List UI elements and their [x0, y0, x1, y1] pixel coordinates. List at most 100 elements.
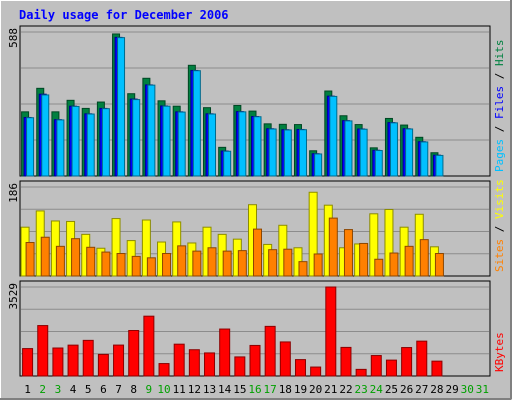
bar-sites-day-14 — [222, 250, 232, 277]
x-tick-label-day-20: 20 — [309, 383, 322, 396]
bar-kbytes-day-23 — [355, 368, 367, 377]
legend-entry-pages: Pages — [493, 139, 506, 172]
bar-kbytes-day-5 — [82, 339, 94, 377]
x-tick-label-day-2: 2 — [39, 383, 46, 396]
bar-sites-day-17 — [268, 249, 278, 277]
legend-entry-kbytes: KBytes — [493, 332, 506, 372]
bar-pages-day-12 — [192, 70, 201, 177]
legend-entry-files: Files — [493, 86, 506, 119]
bar-visits-day-20 — [308, 191, 318, 277]
bar-sites-day-11 — [177, 245, 187, 277]
bar-kbytes-day-1 — [22, 348, 34, 377]
y-max-label: 3529 — [7, 283, 20, 310]
bar-pages-day-2 — [41, 94, 50, 177]
bar-kbytes-day-19 — [294, 359, 306, 377]
bar-pages-day-14 — [223, 150, 232, 177]
x-tick-label-day-27: 27 — [415, 383, 428, 396]
bar-kbytes-day-21 — [325, 286, 337, 377]
legend-entry-sites: Sites — [493, 239, 506, 272]
bar-sites-day-18 — [283, 248, 293, 277]
bar-pages-day-28 — [435, 154, 444, 177]
x-tick-label-day-17: 17 — [264, 383, 277, 396]
x-tick-label-day-14: 14 — [218, 383, 232, 396]
bar-pages-day-20 — [314, 153, 323, 177]
bar-pages-day-27 — [420, 141, 429, 177]
bar-sites-day-8 — [131, 255, 141, 277]
x-tick-label-day-26: 26 — [400, 383, 413, 396]
bar-sites-day-2 — [40, 236, 50, 277]
bar-pages-day-16 — [253, 116, 262, 177]
bar-pages-day-17 — [268, 128, 277, 177]
bar-pages-day-23 — [359, 128, 368, 177]
x-tick-label-day-3: 3 — [55, 383, 62, 396]
bar-kbytes-day-7 — [113, 344, 125, 377]
x-tick-label-day-22: 22 — [339, 383, 352, 396]
bar-pages-day-19 — [298, 129, 307, 177]
bar-kbytes-day-6 — [97, 353, 109, 377]
bar-kbytes-day-2 — [37, 325, 49, 377]
bar-visits-day-7 — [111, 218, 121, 277]
legend: KBytes — [493, 332, 506, 372]
x-tick-label-day-12: 12 — [188, 383, 201, 396]
bar-pages-day-3 — [56, 119, 65, 177]
bar-sites-day-28 — [434, 253, 444, 277]
bar-kbytes-day-14 — [219, 328, 231, 377]
x-tick-label-day-9: 9 — [146, 383, 153, 396]
bar-sites-day-6 — [101, 251, 111, 277]
x-tick-label-day-24: 24 — [370, 383, 384, 396]
legend: Sites / Visits — [493, 179, 506, 272]
bar-sites-day-15 — [237, 250, 247, 277]
bar-pages-day-4 — [71, 105, 80, 177]
bar-kbytes-day-25 — [385, 359, 397, 377]
bar-pages-day-25 — [389, 122, 398, 177]
bar-kbytes-day-26 — [401, 347, 413, 377]
bar-kbytes-day-3 — [52, 347, 64, 377]
bar-kbytes-day-9 — [143, 315, 155, 377]
bar-sites-day-23 — [359, 242, 369, 277]
bar-sites-day-1 — [25, 242, 35, 277]
bar-sites-day-27 — [419, 239, 429, 277]
bar-pages-day-7 — [117, 37, 126, 177]
bar-sites-day-9 — [146, 257, 156, 277]
bar-sites-day-21 — [328, 217, 338, 277]
bar-sites-day-25 — [389, 252, 399, 277]
bar-kbytes-day-11 — [173, 343, 185, 377]
bar-kbytes-day-28 — [431, 360, 443, 377]
legend-separator: / — [493, 119, 506, 139]
bar-sites-day-20 — [313, 253, 323, 277]
bar-kbytes-day-20 — [310, 366, 322, 377]
bar-sites-day-4 — [71, 238, 81, 277]
bar-pages-day-21 — [329, 95, 338, 177]
bar-sites-day-16 — [253, 228, 262, 277]
x-tick-label-day-18: 18 — [279, 383, 292, 396]
bar-pages-day-18 — [283, 129, 292, 177]
bar-sites-day-5 — [86, 246, 96, 277]
bar-kbytes-day-16 — [249, 344, 261, 377]
bar-kbytes-day-15 — [234, 356, 246, 377]
bar-kbytes-day-4 — [67, 344, 79, 377]
bar-sites-day-19 — [298, 261, 308, 277]
x-tick-label-day-4: 4 — [70, 383, 77, 396]
bar-pages-day-10 — [162, 105, 171, 177]
legend-entry-hits: Hits — [493, 40, 506, 67]
panel-visits-sites: 186 Sites / Visits — [7, 179, 506, 277]
bar-pages-day-13 — [208, 113, 217, 177]
bar-pages-day-1 — [26, 117, 35, 177]
bar-kbytes-day-18 — [279, 341, 291, 377]
bar-sites-day-7 — [116, 253, 126, 277]
x-tick-label-day-7: 7 — [115, 383, 122, 396]
x-tick-label-day-31: 31 — [476, 383, 489, 396]
panel-kbytes: 3529 KBytes — [7, 280, 506, 377]
bar-pages-day-22 — [344, 120, 353, 177]
bar-pages-day-26 — [405, 128, 414, 177]
y-max-label: 588 — [7, 28, 20, 48]
x-tick-label-day-21: 21 — [324, 383, 337, 396]
y-max-label: 186 — [7, 183, 20, 203]
x-tick-label-day-5: 5 — [85, 383, 92, 396]
bar-pages-day-11 — [177, 111, 186, 177]
bar-visits-day-24 — [369, 213, 379, 277]
bar-sites-day-12 — [192, 250, 202, 277]
bar-pages-day-6 — [101, 108, 110, 177]
x-tick-label-day-10: 10 — [157, 383, 170, 396]
